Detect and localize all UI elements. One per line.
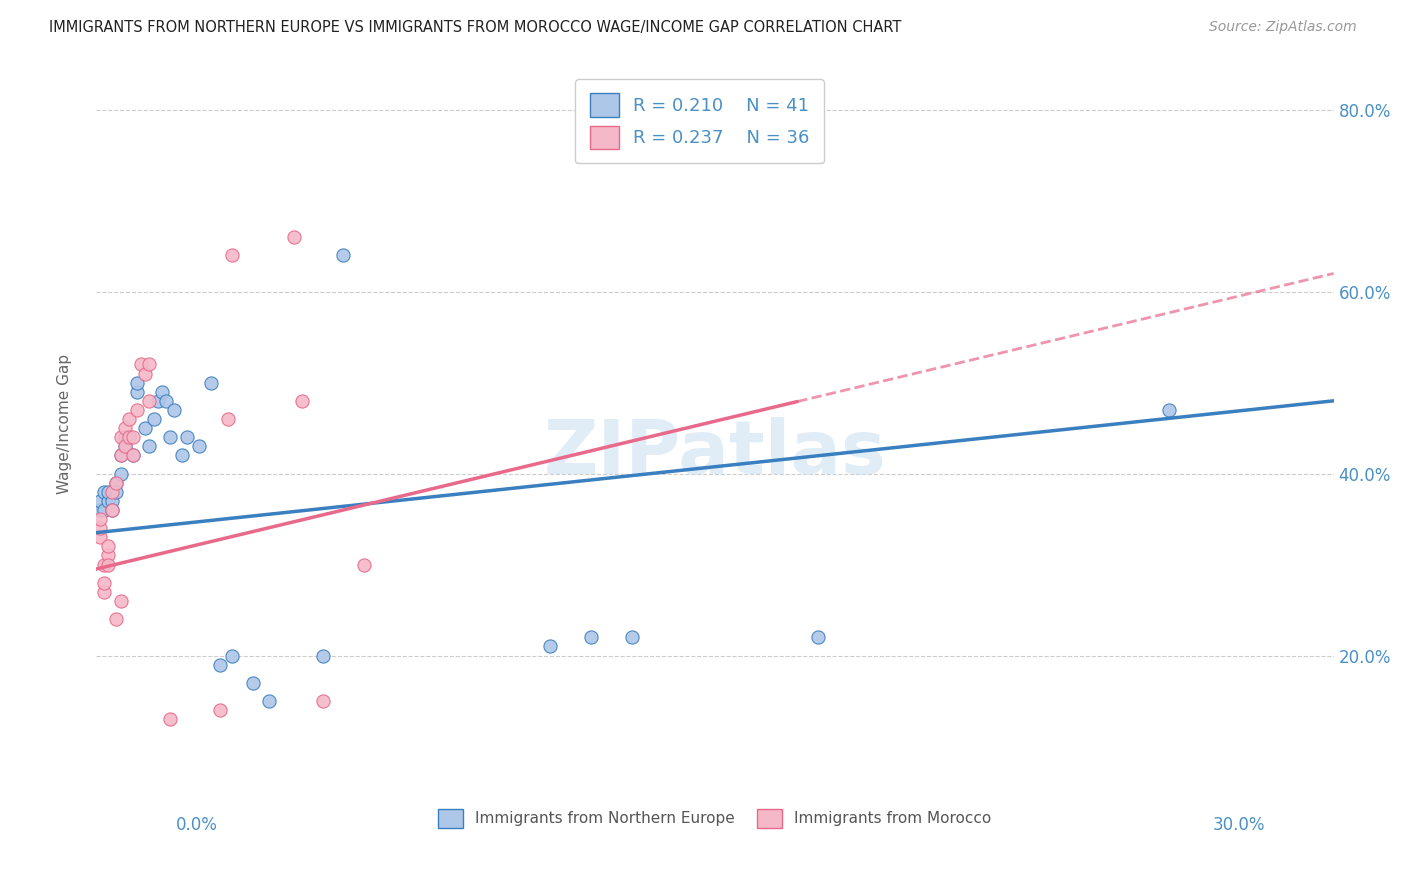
Point (1157, 403, 1180, 417)
Point (187, 439, 209, 453)
Point (114, 421, 136, 435)
Point (89, 503, 111, 517)
Point (807, 630, 830, 644)
Point (138, 393, 160, 408)
Point (105, 475, 128, 490)
Text: IMMIGRANTS FROM NORTHERN EUROPE VS IMMIGRANTS FROM MOROCCO WAGE/INCOME GAP CORRE: IMMIGRANTS FROM NORTHERN EUROPE VS IMMIG… (49, 20, 901, 35)
Point (765, 120, 787, 135)
Point (125, 376, 148, 390)
Point (101, 503, 124, 517)
Point (579, 630, 602, 644)
Point (332, 248, 354, 262)
Point (97, 540, 120, 554)
Point (93, 575, 115, 590)
Point (93, 558, 115, 572)
Point (172, 449, 194, 463)
Legend: Immigrants from Northern Europe, Immigrants from Morocco: Immigrants from Northern Europe, Immigra… (430, 801, 1000, 836)
Point (146, 393, 169, 408)
Point (110, 449, 132, 463)
Point (97, 484, 120, 499)
Point (89, 494, 111, 508)
Point (110, 430, 132, 444)
Point (159, 430, 181, 444)
Text: Source: ZipAtlas.com: Source: ZipAtlas.com (1209, 20, 1357, 34)
Point (114, 430, 136, 444)
Point (138, 358, 160, 372)
Point (93, 503, 115, 517)
Point (93, 484, 115, 499)
Point (155, 393, 177, 408)
Point (283, 230, 305, 244)
Point (114, 439, 136, 453)
Point (89, 512, 111, 526)
Point (118, 430, 141, 444)
Point (97, 549, 120, 563)
Point (150, 384, 173, 399)
Point (221, 648, 243, 663)
Point (105, 475, 128, 490)
Point (101, 503, 124, 517)
Text: 0.0%: 0.0% (176, 816, 218, 834)
Point (122, 430, 145, 444)
Point (105, 612, 128, 626)
Point (93, 584, 115, 599)
Point (97, 558, 120, 572)
Point (89, 521, 111, 535)
Point (110, 467, 132, 481)
Point (163, 403, 186, 417)
Point (118, 412, 141, 426)
Text: 30.0%: 30.0% (1213, 816, 1265, 834)
Point (122, 449, 145, 463)
Point (200, 376, 222, 390)
Point (125, 384, 148, 399)
Point (312, 694, 335, 708)
Point (142, 412, 165, 426)
Point (105, 484, 128, 499)
Point (129, 358, 152, 372)
Point (312, 648, 335, 663)
Point (257, 694, 280, 708)
Point (89, 530, 111, 544)
Point (538, 640, 561, 654)
Point (621, 630, 644, 644)
Point (176, 430, 198, 444)
Point (138, 439, 160, 453)
Point (114, 439, 136, 453)
Point (125, 403, 148, 417)
Point (134, 421, 156, 435)
Point (217, 412, 239, 426)
Point (221, 248, 243, 262)
Point (242, 675, 264, 690)
Point (101, 484, 124, 499)
Point (122, 449, 145, 463)
Point (353, 558, 375, 572)
Point (110, 594, 132, 608)
Point (97, 494, 120, 508)
Point (208, 703, 231, 717)
Point (101, 494, 124, 508)
Text: ZIPatlas: ZIPatlas (543, 417, 886, 490)
Point (208, 657, 231, 672)
Point (118, 430, 141, 444)
Y-axis label: Wage/Income Gap: Wage/Income Gap (58, 353, 72, 493)
Point (291, 393, 314, 408)
Point (134, 367, 156, 381)
Point (110, 449, 132, 463)
Point (159, 712, 181, 726)
